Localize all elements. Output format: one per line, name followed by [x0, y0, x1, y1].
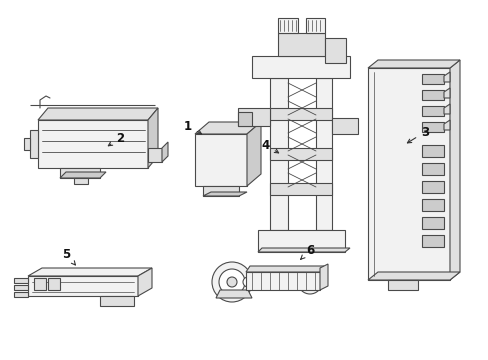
- Polygon shape: [74, 178, 88, 184]
- Polygon shape: [195, 122, 261, 134]
- Circle shape: [212, 262, 251, 302]
- Text: 2: 2: [108, 131, 124, 146]
- Polygon shape: [367, 68, 449, 280]
- Polygon shape: [421, 163, 443, 175]
- Polygon shape: [269, 108, 331, 120]
- Polygon shape: [421, 90, 443, 100]
- Circle shape: [274, 234, 288, 248]
- Polygon shape: [38, 108, 158, 120]
- Polygon shape: [443, 120, 449, 130]
- Polygon shape: [30, 130, 38, 158]
- Polygon shape: [60, 168, 100, 178]
- Polygon shape: [325, 38, 346, 63]
- Circle shape: [398, 281, 406, 289]
- Polygon shape: [367, 272, 459, 280]
- Polygon shape: [216, 290, 251, 298]
- Circle shape: [341, 120, 353, 132]
- Text: 6: 6: [300, 243, 313, 259]
- Polygon shape: [162, 142, 168, 162]
- Polygon shape: [278, 33, 325, 56]
- Polygon shape: [148, 148, 162, 162]
- Polygon shape: [251, 56, 349, 78]
- Polygon shape: [421, 106, 443, 116]
- Polygon shape: [421, 217, 443, 229]
- Polygon shape: [443, 104, 449, 114]
- Polygon shape: [246, 122, 261, 186]
- Circle shape: [297, 270, 321, 294]
- Polygon shape: [269, 78, 287, 230]
- Polygon shape: [195, 134, 246, 186]
- Circle shape: [226, 277, 237, 287]
- Polygon shape: [315, 78, 331, 230]
- Circle shape: [327, 43, 341, 57]
- Polygon shape: [238, 108, 269, 126]
- Polygon shape: [278, 18, 297, 33]
- Circle shape: [243, 277, 252, 287]
- Polygon shape: [449, 60, 459, 280]
- Polygon shape: [48, 278, 60, 290]
- Polygon shape: [258, 248, 349, 252]
- Polygon shape: [305, 18, 325, 33]
- Polygon shape: [443, 72, 449, 82]
- Polygon shape: [28, 276, 138, 296]
- Circle shape: [219, 269, 244, 295]
- Polygon shape: [269, 183, 331, 195]
- Polygon shape: [443, 88, 449, 98]
- Circle shape: [249, 136, 258, 144]
- Polygon shape: [60, 172, 106, 178]
- Polygon shape: [331, 118, 357, 134]
- Text: 1: 1: [183, 120, 201, 134]
- Polygon shape: [148, 108, 158, 168]
- Polygon shape: [367, 60, 459, 68]
- Polygon shape: [421, 199, 443, 211]
- Text: 3: 3: [407, 126, 428, 143]
- Polygon shape: [421, 181, 443, 193]
- Polygon shape: [421, 122, 443, 132]
- Circle shape: [317, 234, 331, 248]
- Polygon shape: [421, 145, 443, 157]
- Polygon shape: [34, 278, 46, 290]
- Circle shape: [303, 275, 316, 289]
- Polygon shape: [14, 278, 28, 283]
- Polygon shape: [421, 74, 443, 84]
- Text: 4: 4: [262, 139, 278, 153]
- Polygon shape: [203, 186, 239, 196]
- Polygon shape: [387, 280, 417, 290]
- Polygon shape: [28, 268, 152, 276]
- Polygon shape: [238, 112, 251, 126]
- Polygon shape: [269, 148, 331, 160]
- Circle shape: [111, 296, 121, 306]
- Polygon shape: [138, 268, 152, 296]
- Polygon shape: [245, 272, 319, 290]
- Polygon shape: [245, 266, 324, 272]
- Polygon shape: [38, 120, 148, 168]
- Polygon shape: [319, 264, 327, 290]
- Polygon shape: [203, 192, 246, 196]
- Polygon shape: [100, 296, 134, 306]
- Polygon shape: [14, 285, 28, 290]
- Polygon shape: [421, 235, 443, 247]
- Polygon shape: [24, 138, 30, 150]
- Polygon shape: [14, 292, 28, 297]
- Text: 5: 5: [62, 248, 75, 265]
- Polygon shape: [258, 230, 345, 252]
- Circle shape: [249, 152, 258, 160]
